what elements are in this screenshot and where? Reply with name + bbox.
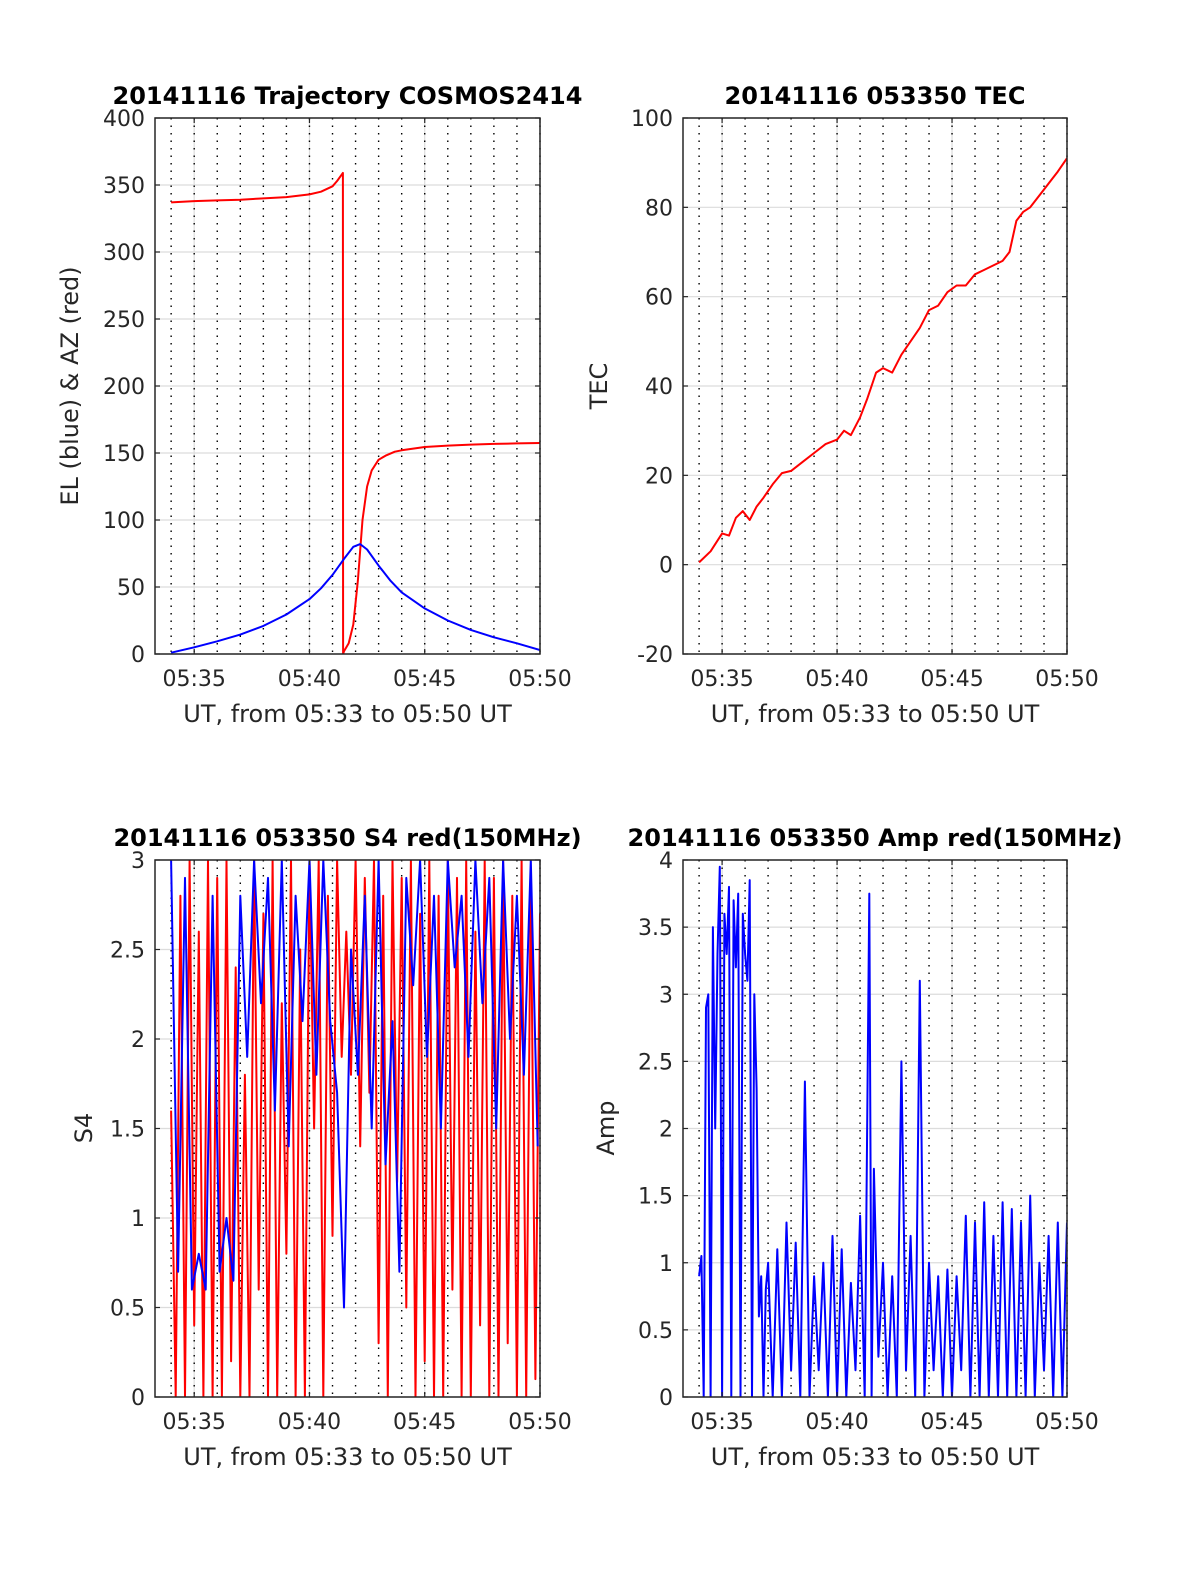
- y-tick-label: 2: [131, 1028, 145, 1053]
- x-tick-label: 05:50: [508, 667, 571, 692]
- series-line-1: [170, 543, 540, 654]
- y-tick-label: 20: [645, 464, 673, 489]
- y-axis-label: TEC: [585, 363, 613, 411]
- x-axis-label: UT, from 05:33 to 05:50 UT: [711, 700, 1040, 728]
- x-axis-label: UT, from 05:33 to 05:50 UT: [183, 1443, 512, 1471]
- chart-trajectory: 0 50 100 150 200 250 300 350 400 05:35 05:40 05:45 0…: [56, 82, 582, 728]
- chart-title: 20141116 Trajectory COSMOS2414: [113, 82, 583, 110]
- y-tick-label: 50: [117, 576, 145, 601]
- y-axis-label: EL (blue) & AZ (red): [56, 266, 84, 505]
- x-tick-label: 05:45: [920, 667, 983, 692]
- y-tick-label: 3.5: [638, 916, 673, 941]
- y-tick-label: 0: [659, 1386, 673, 1411]
- y-tick-label: 100: [103, 509, 145, 534]
- x-tick-label: 05:50: [508, 1410, 571, 1435]
- chart-title: 20141116 053350 TEC: [725, 82, 1026, 110]
- x-tick-label: 05:35: [162, 667, 225, 692]
- x-tick-label: 05:40: [278, 667, 341, 692]
- y-tick-label: 200: [103, 375, 145, 400]
- y-axis-label: Amp: [592, 1100, 620, 1155]
- x-tick-label: 05:35: [690, 667, 753, 692]
- series-line-1: [170, 860, 539, 1309]
- y-tick-label: 3: [659, 983, 673, 1008]
- x-axis-label: UT, from 05:33 to 05:50 UT: [711, 1443, 1040, 1471]
- x-tick-label: 05:35: [690, 1410, 753, 1435]
- chart-s4: 0 0.5 1 1.5 2 2.5 3 05:35 05:40 05:45 05:50 2014111…: [70, 824, 582, 1471]
- y-tick-label: 100: [631, 107, 673, 132]
- y-tick-label: 40: [645, 375, 673, 400]
- y-tick-label: 250: [103, 308, 145, 333]
- y-tick-label: 350: [103, 174, 145, 199]
- y-tick-label: 80: [645, 196, 673, 221]
- x-tick-label: 05:40: [805, 1410, 868, 1435]
- chart-title: 20141116 053350 Amp red(150MHz): [628, 824, 1123, 852]
- y-tick-label: 300: [103, 241, 145, 266]
- y-tick-label: 3: [131, 849, 145, 874]
- y-tick-label: 400: [103, 107, 145, 132]
- y-tick-label: 1: [131, 1207, 145, 1232]
- y-axis-label: S4: [70, 1113, 98, 1144]
- y-tick-label: 0.5: [110, 1297, 145, 1322]
- y-tick-label: -20: [637, 643, 673, 668]
- y-tick-label: 2.5: [110, 939, 145, 964]
- y-tick-label: 1.5: [638, 1185, 673, 1210]
- series-line-0: [698, 865, 1067, 1397]
- y-tick-label: 1: [659, 1252, 673, 1277]
- x-tick-label: 05:45: [920, 1410, 983, 1435]
- x-tick-label: 05:45: [393, 667, 456, 692]
- y-tick-label: 0: [659, 554, 673, 579]
- x-tick-label: 05:50: [1035, 1410, 1098, 1435]
- y-tick-label: 60: [645, 286, 673, 311]
- y-tick-label: 1.5: [110, 1118, 145, 1143]
- y-tick-label: 0.5: [638, 1319, 673, 1344]
- series-line-0: [170, 860, 540, 1397]
- y-tick-label: 0: [131, 1386, 145, 1411]
- y-tick-label: 0: [131, 643, 145, 668]
- x-tick-label: 05:45: [393, 1410, 456, 1435]
- x-tick-label: 05:35: [162, 1410, 225, 1435]
- chart-tec: -20 0 20 40 60 80 100 05:35 05:40 05:45 05:50 20141…: [585, 82, 1099, 728]
- y-tick-label: 2.5: [638, 1050, 673, 1075]
- y-tick-label: 150: [103, 442, 145, 467]
- x-tick-label: 05:50: [1035, 667, 1098, 692]
- series-line-0: [171, 171, 540, 654]
- chart-title: 20141116 053350 S4 red(150MHz): [113, 824, 581, 852]
- x-tick-label: 05:40: [278, 1410, 341, 1435]
- x-tick-label: 05:40: [805, 667, 868, 692]
- y-tick-label: 4: [659, 849, 673, 874]
- y-tick-label: 2: [659, 1118, 673, 1143]
- chart-amp: 0 0.5 1 1.5 2 2.5 3 3.5 4 05:35 05:40 05:45 05:50 201…: [592, 824, 1122, 1471]
- x-axis-label: UT, from 05:33 to 05:50 UT: [183, 700, 512, 728]
- series-line-0: [698, 157, 1067, 564]
